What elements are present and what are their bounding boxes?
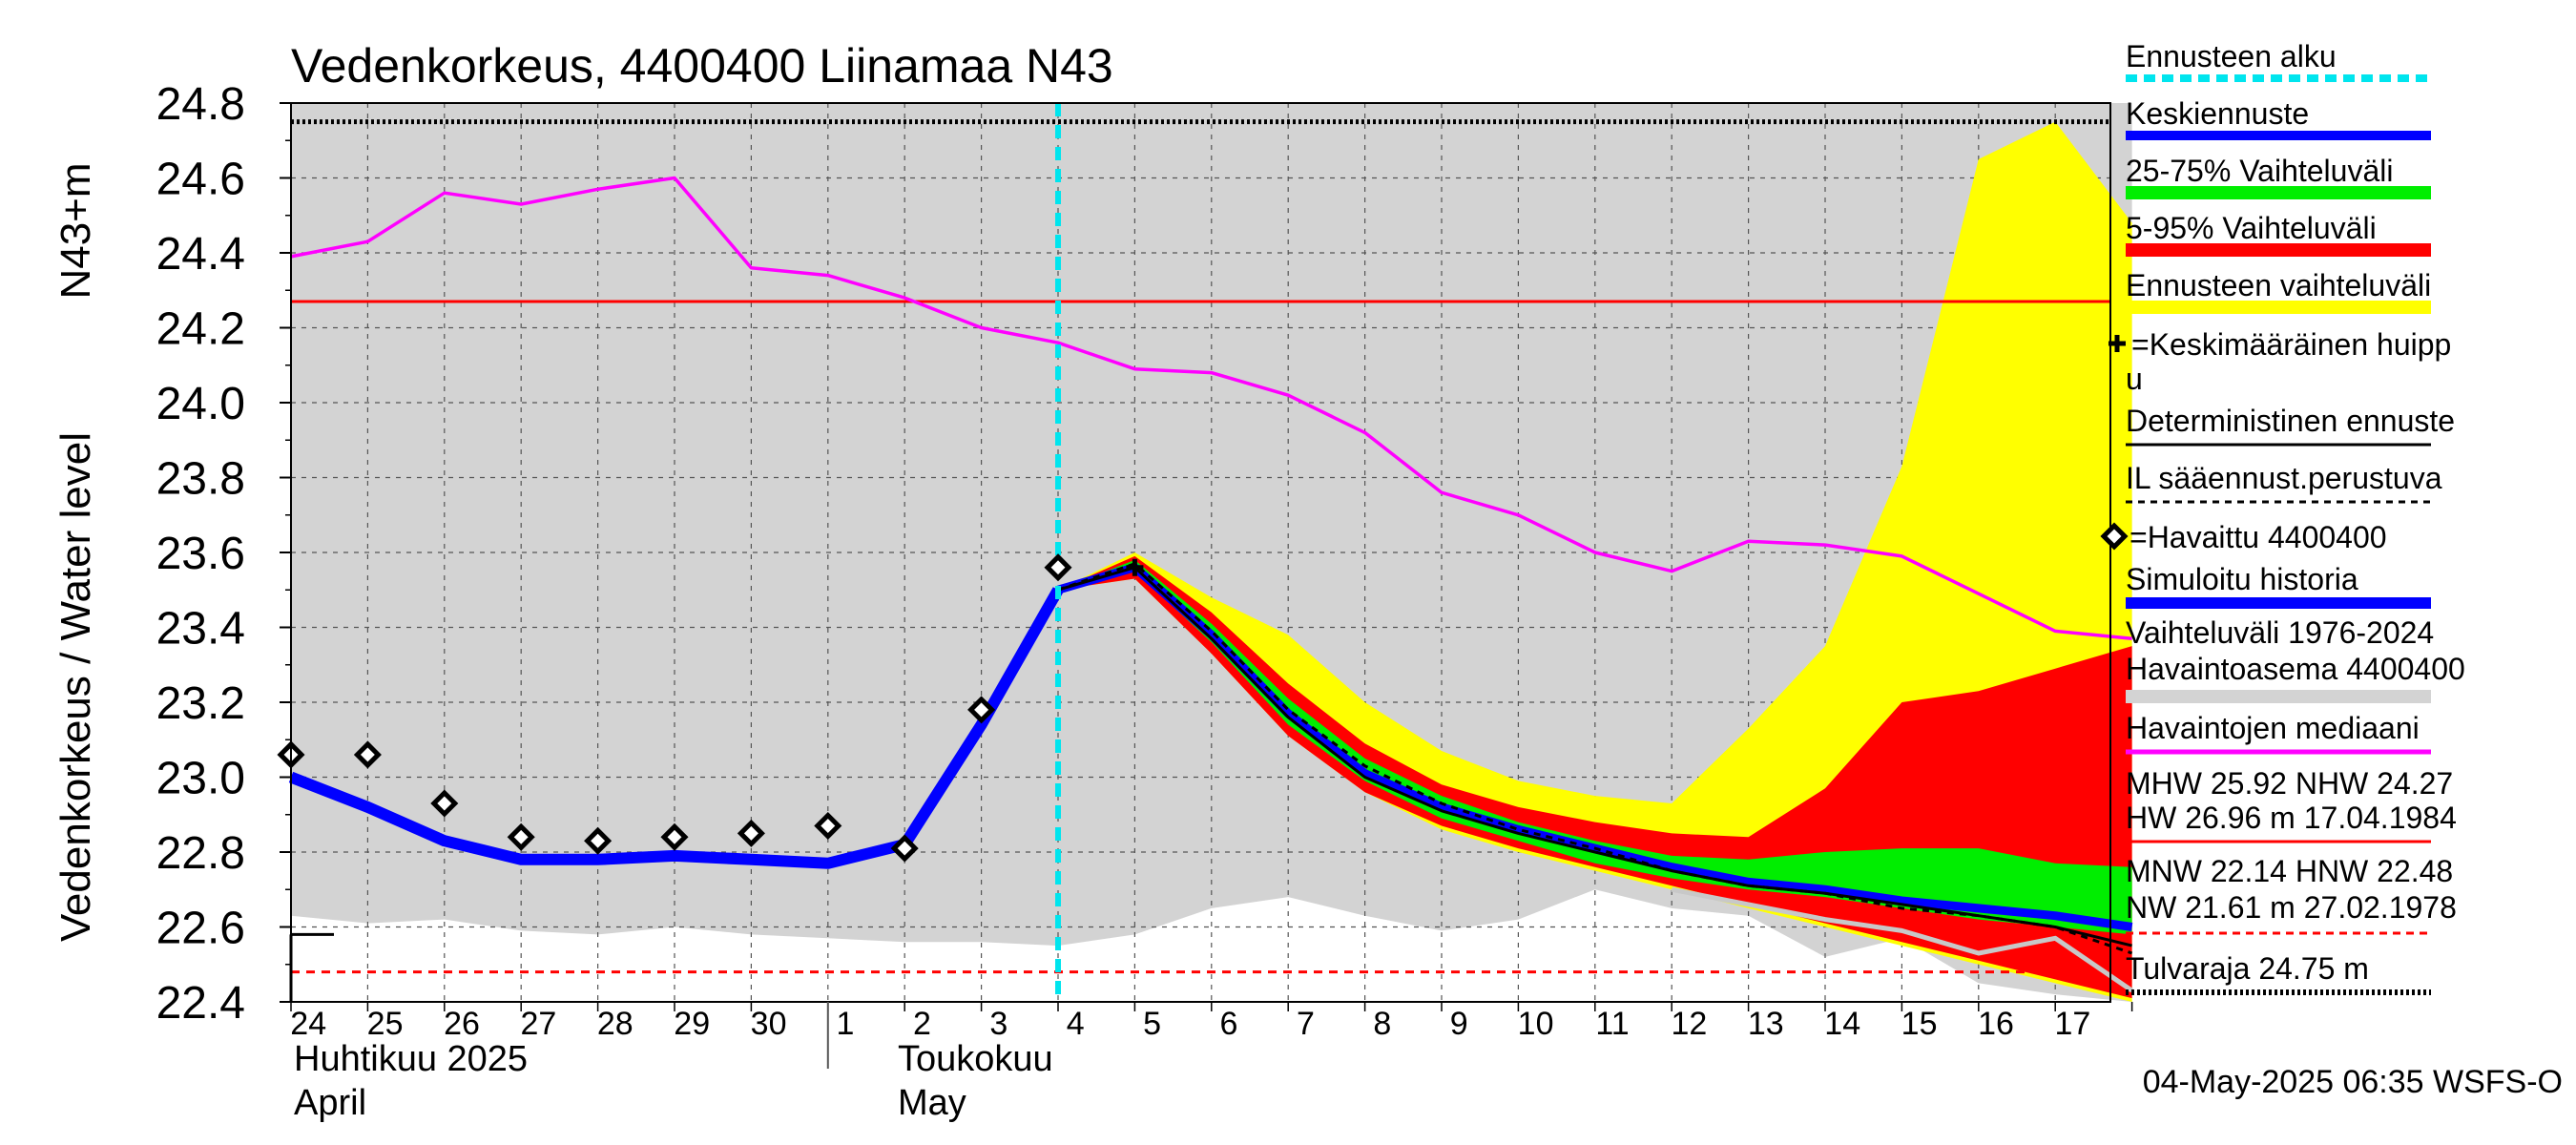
observed-point: [814, 811, 842, 841]
x-tick-label: 15: [1901, 1006, 1938, 1042]
x-tick-label: 9: [1450, 1006, 1468, 1042]
legend-stat-nw: NW 21.61 m 27.02.1978: [2126, 890, 2457, 925]
legend-label-observed-median: Havaintojen mediaani: [2126, 711, 2420, 745]
legend-stat-hw: HW 26.96 m 17.04.1984: [2126, 801, 2457, 835]
x-tick-label: 24: [290, 1006, 326, 1042]
y-tick-label: 23.8: [156, 454, 245, 505]
legend-label-range-25-75: 25-75% Vaihteluväli: [2126, 154, 2393, 188]
chart-title: Vedenkorkeus, 4400400 Liinamaa N43: [291, 39, 1113, 93]
legend-label-mean-peak-wrap: u: [2126, 362, 2143, 396]
legend-label-median-forecast: Keskiennuste: [2126, 96, 2309, 131]
month-label-april-en: April: [294, 1083, 366, 1123]
legend-label-history-range: Vaihteluväli 1976-2024: [2126, 615, 2434, 650]
il-forecast-line: [1057, 562, 2133, 955]
legend-label-forecast-start: Ennusteen alku: [2126, 39, 2337, 73]
legend-label-deterministic: Deterministinen ennuste: [2126, 404, 2455, 438]
x-tick-label: 11: [1595, 1006, 1629, 1042]
x-tick-label: 4: [1067, 1006, 1085, 1042]
x-tick-label: 6: [1220, 1006, 1238, 1042]
x-tick-label: 30: [751, 1006, 787, 1042]
legend: Ennusteen alku Keskiennuste 25-75% Vaihtel…: [2100, 39, 2465, 995]
x-tick-label: 7: [1297, 1006, 1315, 1042]
y-tick-label: 24.6: [156, 155, 245, 205]
observed-point: [507, 822, 535, 851]
x-tick-label: 12: [1671, 1006, 1707, 1042]
observed-point: [430, 789, 459, 818]
y-tick-label: 22.6: [156, 904, 245, 954]
y-tick-label: 24.4: [156, 229, 245, 280]
y-tick-label: 22.4: [156, 978, 245, 1029]
observed-point: [967, 696, 996, 724]
axes: 22.4 22.6 22.8 23.0 23.2 23.4 23.6 23.8 24.0 24.2…: [156, 79, 2133, 1069]
legend-label-range-5-95: 5-95% Vaihteluväli: [2126, 211, 2377, 245]
y-tick-label: 24.0: [156, 379, 245, 429]
y-tick-label: 23.2: [156, 678, 245, 729]
simulated-history-line: [288, 587, 1064, 869]
month-label-may-en: May: [898, 1083, 966, 1123]
x-tick-label: 8: [1373, 1006, 1391, 1042]
x-tick-label: 5: [1143, 1006, 1161, 1042]
legend-stat-mhw: MHW 25.92 NHW 24.27: [2126, 766, 2453, 801]
y-tick-label: 24.2: [156, 304, 245, 355]
y-axis-label: Vedenkorkeus / Water level: [52, 432, 99, 942]
legend-observed-marker: [2100, 522, 2129, 551]
legend-label-simulated: Simuloitu historia: [2126, 562, 2358, 596]
y-tick-label: 23.6: [156, 529, 245, 579]
ensemble-member-line: [1671, 886, 2134, 993]
axis-bracket: [289, 932, 334, 1002]
x-tick-label: 13: [1748, 1006, 1784, 1042]
observed-point: [353, 740, 382, 769]
x-tick-label: 25: [367, 1006, 404, 1042]
x-tick-label: 1: [837, 1006, 855, 1042]
legend-label-forecast-range: Ennusteen vaihteluväli: [2126, 268, 2431, 302]
legend-stat-mnw: MNW 22.14 HNW 22.48: [2126, 854, 2453, 888]
y-tick-label: 22.8: [156, 828, 245, 879]
x-tick-label: 27: [520, 1006, 556, 1042]
month-label-may-fi: Toukokuu: [898, 1039, 1053, 1079]
observed-point: [1044, 553, 1072, 582]
x-tick-label: 14: [1824, 1006, 1860, 1042]
y-axis-unit-label: N43+m: [52, 162, 99, 299]
observed-point: [584, 826, 613, 855]
y-tick-label: 24.8: [156, 79, 245, 130]
x-tick-label: 16: [1978, 1006, 2014, 1042]
y-tick-label: 23.0: [156, 754, 245, 804]
plot-area: [277, 103, 2134, 1003]
observed-point: [737, 819, 765, 847]
x-tick-label: 28: [597, 1006, 634, 1042]
observed-point: [660, 822, 689, 851]
x-tick-label: 10: [1518, 1006, 1554, 1042]
legend-label-history-station: Havaintoasema 4400400: [2126, 652, 2465, 686]
observed-median-line: [290, 176, 2132, 641]
y-tick-label: 23.4: [156, 604, 245, 655]
legend-label-observed: =Havaittu 4400400: [2129, 520, 2387, 554]
x-tick-label: 29: [674, 1006, 710, 1042]
legend-mean-peak-marker: [2109, 335, 2126, 352]
x-tick-label: 3: [989, 1006, 1008, 1042]
observed-point: [890, 834, 919, 863]
legend-label-mean-peak: =Keskimääräinen huipp: [2131, 327, 2451, 362]
legend-label-il: IL sääennust.perustuva: [2126, 461, 2442, 495]
x-tick-label: 2: [913, 1006, 931, 1042]
x-tick-label: 26: [444, 1006, 480, 1042]
footer-timestamp: 04-May-2025 06:35 WSFS-O: [2143, 1064, 2563, 1100]
x-tick-label: 17: [2054, 1006, 2090, 1042]
month-label-april-fi: Huhtikuu 2025: [294, 1039, 528, 1079]
legend-stat-flood-limit: Tulvaraja 24.75 m: [2126, 951, 2369, 986]
mean-peak-marker: [1126, 558, 1144, 576]
